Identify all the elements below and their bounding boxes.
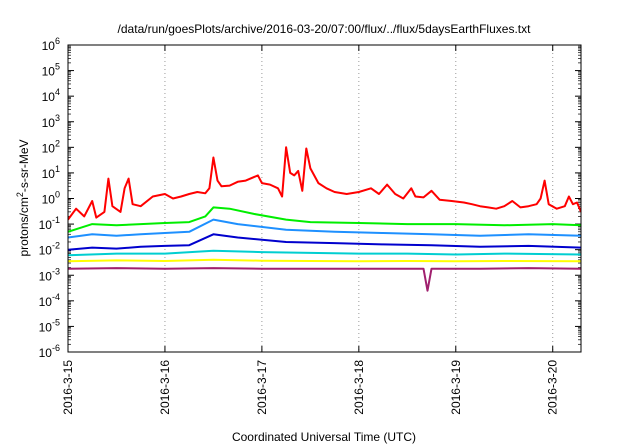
series-line	[68, 258, 581, 263]
axis-ticks	[67, 44, 581, 353]
y-tick-exponent: -3	[52, 266, 60, 276]
y-tick-exponent: 3	[55, 113, 60, 123]
chart-title: /data/run/goesPlots/archive/2016-03-20/0…	[118, 22, 532, 36]
series-line	[68, 146, 581, 221]
y-tick-label: 103	[42, 113, 60, 130]
y-tick-base: 10	[42, 193, 56, 207]
y-tick-exponent: 5	[55, 62, 60, 72]
x-tick-label: 2016-3-20	[546, 360, 560, 415]
y-tick-base: 10	[42, 90, 56, 104]
y-axis-label-suffix: -s-sr-MeV	[17, 139, 31, 192]
x-gridlines	[67, 45, 554, 352]
series-line	[68, 267, 581, 292]
series-line	[68, 206, 581, 233]
y-tick-label: 10-1	[39, 215, 60, 232]
y-tick-label: 10-5	[39, 317, 60, 334]
y-axis-label-sup: 2	[15, 192, 25, 197]
y-tick-exponent: 4	[55, 87, 60, 97]
y-tick-exponent: 6	[55, 36, 60, 46]
y-tick-label: 106	[42, 36, 60, 53]
y-tick-exponent: 0	[55, 190, 60, 200]
x-tick-label: 2016-3-17	[255, 360, 269, 415]
y-axis-label: protons/cm2-s-sr-MeV	[15, 139, 31, 256]
y-tick-label: 10-3	[39, 266, 60, 283]
y-tick-base: 10	[42, 65, 56, 79]
y-tick-label: 105	[42, 62, 60, 79]
y-tick-base: 10	[42, 167, 56, 181]
y-tick-base: 10	[42, 116, 56, 130]
series-line	[68, 218, 581, 239]
y-tick-labels: 10-610-510-410-310-210-11001011021031041…	[39, 36, 60, 360]
y-tick-exponent: -5	[52, 317, 60, 327]
y-tick-label: 10-4	[39, 292, 60, 309]
x-tick-label: 2016-3-18	[352, 360, 366, 415]
plot-frame	[67, 44, 582, 353]
y-axis-label-prefix: protons/cm	[17, 197, 31, 256]
y-tick-base: 10	[39, 218, 53, 232]
x-axis-label: Coordinated Universal Time (UTC)	[232, 430, 416, 444]
y-tick-exponent: -6	[52, 343, 60, 353]
y-tick-label: 101	[42, 164, 60, 181]
x-tick-label: 2016-3-15	[61, 360, 75, 415]
y-tick-exponent: 2	[55, 138, 60, 148]
y-tick-base: 10	[42, 39, 56, 53]
y-tick-exponent: 1	[55, 164, 60, 174]
series-line	[68, 249, 581, 257]
y-tick-base: 10	[42, 141, 56, 155]
y-tick-label: 104	[42, 87, 60, 104]
y-tick-base: 10	[39, 295, 53, 309]
y-tick-label: 10-6	[39, 343, 60, 360]
y-tick-label: 100	[42, 190, 60, 207]
y-tick-exponent: -2	[52, 241, 60, 251]
x-tick-label: 2016-3-19	[449, 360, 463, 415]
y-tick-base: 10	[39, 244, 53, 258]
x-tick-labels: 2016-3-15 2016-3-16 2016-3-17 2016-3-18 2016…	[61, 360, 560, 415]
x-tick-label: 2016-3-16	[158, 360, 172, 415]
data-series	[68, 146, 581, 292]
y-tick-label: 10-2	[39, 241, 60, 258]
y-tick-base: 10	[39, 346, 53, 360]
y-tick-exponent: -1	[52, 215, 60, 225]
y-tick-base: 10	[39, 320, 53, 334]
y-tick-base: 10	[39, 269, 53, 283]
y-tick-exponent: -4	[52, 292, 60, 302]
y-tick-label: 102	[42, 138, 60, 155]
series-line	[68, 233, 581, 251]
